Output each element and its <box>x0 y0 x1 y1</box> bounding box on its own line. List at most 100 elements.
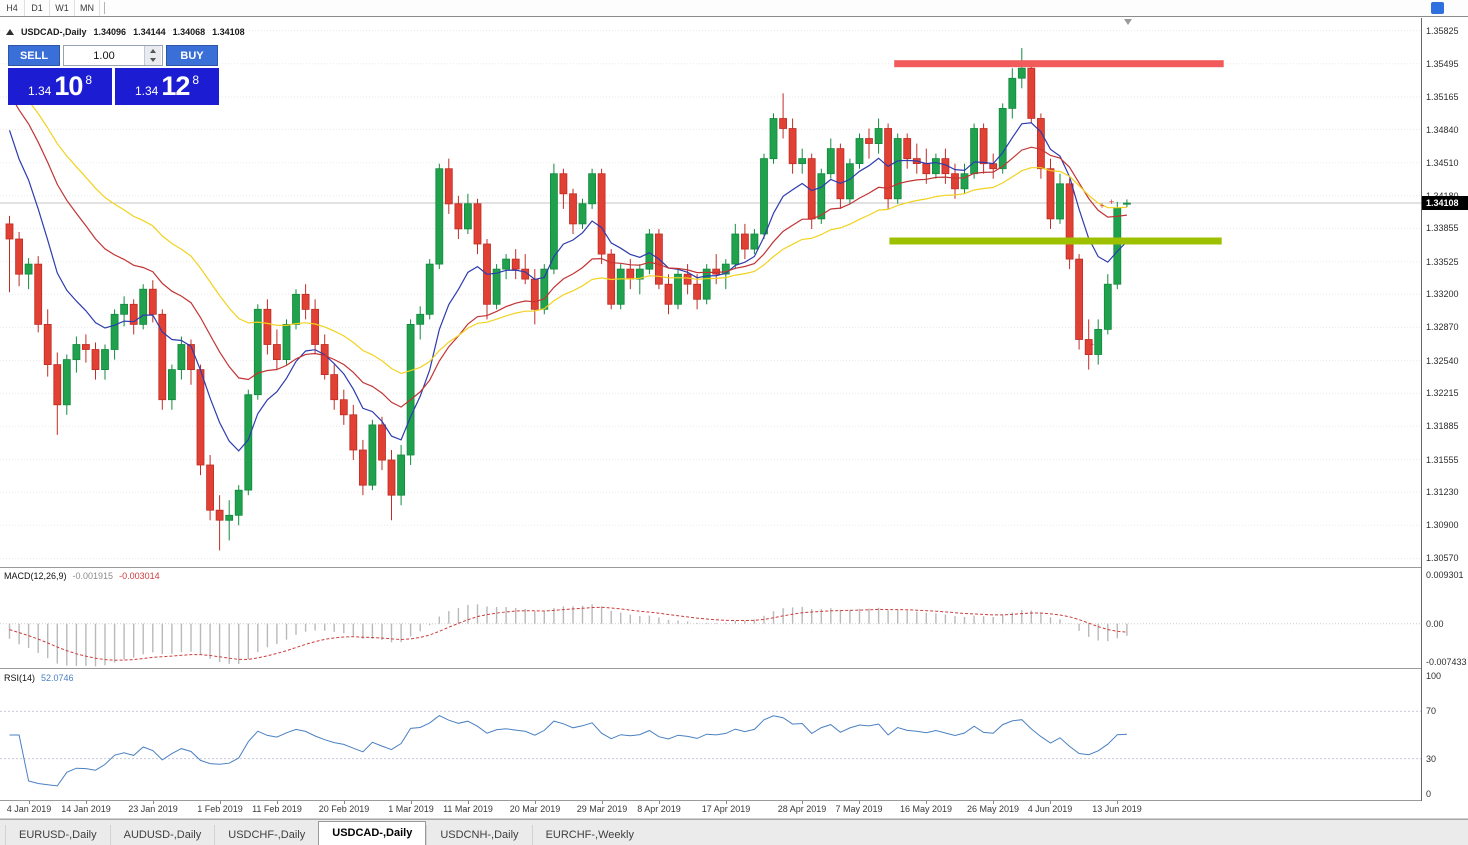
date-tick <box>29 801 30 804</box>
sell-button[interactable]: SELL <box>8 45 60 66</box>
macd-panel[interactable] <box>0 569 1421 668</box>
date-label: 16 May 2019 <box>899 804 953 814</box>
ohlc-low: 1.34068 <box>172 27 206 37</box>
macd-axis-label: 0.009301 <box>1426 570 1464 580</box>
macd-main-value: -0.001915 <box>72 571 114 581</box>
price-axis-label: 1.35165 <box>1426 92 1459 102</box>
date-tick <box>602 801 603 804</box>
macd-axis-label: -0.007433 <box>1426 657 1467 667</box>
rsi-axis-label: 30 <box>1426 754 1437 764</box>
buy-button[interactable]: BUY <box>166 45 218 66</box>
date-tick <box>220 801 221 804</box>
window-icon[interactable] <box>1431 2 1444 14</box>
date-tick <box>993 801 994 804</box>
chart-header: USDCAD-,Daily 1.34096 1.34144 1.34068 1.… <box>6 27 245 37</box>
spin-up-icon <box>150 48 156 53</box>
date-tick <box>1050 801 1051 804</box>
symbol-tab-eurchf-weekly[interactable]: EURCHF-,Weekly <box>531 825 647 845</box>
ohlc-open: 1.34096 <box>93 27 127 37</box>
symbol-tab-audusd-daily[interactable]: AUDUSD-,Daily <box>109 825 215 845</box>
price-axis-label: 1.35495 <box>1426 59 1459 69</box>
date-label: 8 Apr 2019 <box>637 804 681 814</box>
volume-control <box>63 45 163 66</box>
one-click-collapse-icon[interactable] <box>6 29 14 35</box>
date-label: 29 Mar 2019 <box>576 804 628 814</box>
ma-fast-line <box>8 122 1128 452</box>
timeframe-button-h4[interactable]: H4 <box>0 0 25 16</box>
price-axis-label: 1.30570 <box>1426 553 1459 563</box>
volume-up-button[interactable] <box>145 46 161 56</box>
ma-slow-line <box>9 79 1127 375</box>
symbol-tab-eurusd-daily[interactable]: EURUSD-,Daily <box>5 825 110 845</box>
date-tick <box>859 801 860 804</box>
date-label: 20 Mar 2019 <box>509 804 561 814</box>
macd-name: MACD(12,26,9) <box>4 571 67 581</box>
date-tick <box>153 801 154 804</box>
current-price-tag: 1.34108 <box>1422 196 1468 210</box>
resistance-line[interactable] <box>894 60 1224 68</box>
rsi-axis-label: 0 <box>1426 789 1432 799</box>
timeframe-buttons: H4 D1 W1 MN <box>0 0 100 16</box>
rsi-name: RSI(14) <box>4 673 36 683</box>
date-tick <box>659 801 660 804</box>
macd-signal-line <box>9 606 1127 661</box>
buy-price-sup: 8 <box>192 73 200 87</box>
rsi-line <box>9 715 1127 787</box>
date-label: 14 Jan 2019 <box>61 804 111 814</box>
date-label: 1 Mar 2019 <box>388 804 434 814</box>
rsi-axis-label: 70 <box>1426 706 1437 716</box>
buy-price-panel[interactable]: 1.34 12 8 <box>115 68 219 105</box>
spin-down-icon <box>150 58 156 63</box>
macd-histogram <box>8 604 1128 667</box>
price-axis-label: 1.32870 <box>1426 322 1459 332</box>
ohlc-close: 1.34108 <box>212 27 245 37</box>
sell-price-sup: 8 <box>85 73 93 87</box>
timeframe-button-w1[interactable]: W1 <box>50 0 75 16</box>
date-label: 11 Feb 2019 <box>252 804 302 814</box>
chart-symbol-label: USDCAD-,Daily <box>21 27 87 37</box>
symbol-tab-usdcnh-daily[interactable]: USDCNH-,Daily <box>426 825 531 845</box>
support-line[interactable] <box>889 237 1222 245</box>
date-label: 13 Jun 2019 <box>1092 804 1142 814</box>
date-label: 1 Feb 2019 <box>197 804 243 814</box>
symbol-tab-usdchf-daily[interactable]: USDCHF-,Daily <box>214 825 318 845</box>
volume-input[interactable] <box>64 46 144 65</box>
price-chart[interactable]: + + + <box>0 18 1421 567</box>
date-tick <box>926 801 927 804</box>
date-label: 20 Feb 2019 <box>318 804 370 814</box>
date-tick <box>1117 801 1118 804</box>
price-axis-label: 1.31885 <box>1426 421 1459 431</box>
date-tick <box>726 801 727 804</box>
chart-shift-marker[interactable] <box>1124 19 1132 25</box>
date-tick <box>802 801 803 804</box>
time-axis[interactable]: 4 Jan 2019 14 Jan 2019 23 Jan 2019 1 Feb 20… <box>0 801 1421 818</box>
volume-down-button[interactable] <box>145 55 161 65</box>
price-axis-label: 1.33855 <box>1426 223 1459 233</box>
sell-price-panel[interactable]: 1.34 10 8 <box>8 68 112 105</box>
date-label: 7 May 2019 <box>835 804 883 814</box>
date-label: 28 Apr 2019 <box>777 804 827 814</box>
panel-divider[interactable] <box>0 800 1468 801</box>
date-label: 17 Apr 2019 <box>701 804 751 814</box>
panel-divider[interactable] <box>0 668 1468 669</box>
timeframe-button-mn[interactable]: MN <box>75 0 100 16</box>
symbol-tab-usdcad-daily[interactable]: USDCAD-,Daily <box>318 821 427 845</box>
symbol-tab-bar: EURUSD-,Daily AUDUSD-,Daily USDCHF-,Daily U… <box>0 819 1468 845</box>
rsi-panel[interactable] <box>0 670 1421 800</box>
price-axis[interactable]: 1.35825 1.35495 1.35165 1.34840 1.34510 1.341… <box>1421 18 1468 801</box>
toolbar-separator <box>104 2 105 14</box>
rsi-axis-label: 100 <box>1426 671 1442 681</box>
price-axis-label: 1.33525 <box>1426 257 1459 267</box>
price-axis-label: 1.34510 <box>1426 158 1459 168</box>
trade-marker: + <box>1099 201 1104 211</box>
ma-medium-line <box>8 93 1127 408</box>
volume-spinner <box>144 46 161 65</box>
sell-price-big: 10 <box>54 71 83 101</box>
panel-divider[interactable] <box>0 567 1468 568</box>
price-axis-label: 1.31230 <box>1426 487 1459 497</box>
timeframe-button-d1[interactable]: D1 <box>25 0 50 16</box>
price-axis-label: 1.30900 <box>1426 520 1459 530</box>
rsi-caption: RSI(14) 52.0746 <box>4 673 74 683</box>
date-label: 23 Jan 2019 <box>128 804 178 814</box>
date-label: 26 May 2019 <box>966 804 1020 814</box>
